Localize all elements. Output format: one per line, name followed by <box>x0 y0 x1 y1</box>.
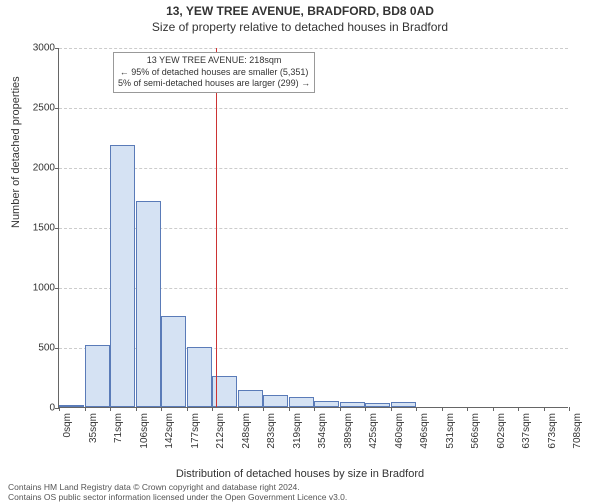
gridline-h <box>59 108 568 109</box>
x-tick-label: 35sqm <box>88 413 99 443</box>
x-tick-label: 673sqm <box>547 413 558 449</box>
x-tick-label: 708sqm <box>572 413 583 449</box>
histogram-bar <box>187 347 212 407</box>
y-tick-mark <box>55 288 59 289</box>
x-tick-label: 354sqm <box>317 413 328 449</box>
page-subtitle: Size of property relative to detached ho… <box>0 20 600 34</box>
footer-credits: Contains HM Land Registry data © Crown c… <box>8 482 592 502</box>
x-tick-mark <box>85 407 86 411</box>
x-tick-mark <box>544 407 545 411</box>
histogram-bar <box>85 345 110 407</box>
histogram-bar <box>136 201 161 407</box>
histogram-bar <box>110 145 135 407</box>
y-tick-label: 2000 <box>33 163 55 174</box>
x-tick-label: 531sqm <box>445 413 456 449</box>
x-tick-mark <box>187 407 188 411</box>
y-axis-label: Number of detached properties <box>10 76 22 228</box>
gridline-h <box>59 48 568 49</box>
x-tick-mark <box>289 407 290 411</box>
histogram-bar <box>340 402 365 407</box>
x-tick-mark <box>467 407 468 411</box>
footer-line1: Contains HM Land Registry data © Crown c… <box>8 482 592 492</box>
x-tick-label: 0sqm <box>62 413 73 437</box>
x-tick-mark <box>442 407 443 411</box>
y-tick-label: 0 <box>49 403 55 414</box>
histogram-bar <box>314 401 339 407</box>
x-tick-mark <box>391 407 392 411</box>
x-tick-label: 425sqm <box>368 413 379 449</box>
histogram-bar <box>289 397 314 407</box>
marker-line <box>216 48 217 407</box>
x-tick-mark <box>569 407 570 411</box>
annotation-line3: 5% of semi-detached houses are larger (2… <box>118 78 310 90</box>
x-tick-label: 637sqm <box>521 413 532 449</box>
x-tick-mark <box>416 407 417 411</box>
gridline-h <box>59 168 568 169</box>
y-tick-label: 2500 <box>33 103 55 114</box>
x-tick-mark <box>518 407 519 411</box>
x-tick-label: 248sqm <box>241 413 252 449</box>
x-tick-label: 566sqm <box>470 413 481 449</box>
x-tick-mark <box>136 407 137 411</box>
x-tick-label: 496sqm <box>419 413 430 449</box>
x-tick-mark <box>365 407 366 411</box>
x-tick-mark <box>238 407 239 411</box>
x-tick-label: 389sqm <box>343 413 354 449</box>
histogram-bar <box>391 402 416 407</box>
annotation-box: 13 YEW TREE AVENUE: 218sqm ← 95% of deta… <box>113 52 315 93</box>
y-tick-label: 1000 <box>33 283 55 294</box>
x-axis-label: Distribution of detached houses by size … <box>0 468 600 480</box>
annotation-line1: 13 YEW TREE AVENUE: 218sqm <box>118 55 310 67</box>
x-tick-label: 142sqm <box>164 413 175 449</box>
page-title-address: 13, YEW TREE AVENUE, BRADFORD, BD8 0AD <box>0 4 600 18</box>
x-tick-label: 283sqm <box>266 413 277 449</box>
y-tick-mark <box>55 168 59 169</box>
x-tick-label: 177sqm <box>190 413 201 449</box>
x-tick-label: 71sqm <box>113 413 124 443</box>
x-tick-label: 460sqm <box>394 413 405 449</box>
histogram-bar <box>365 403 390 407</box>
histogram-bar <box>161 316 186 407</box>
x-tick-mark <box>110 407 111 411</box>
y-tick-label: 3000 <box>33 43 55 54</box>
y-tick-mark <box>55 228 59 229</box>
x-tick-mark <box>314 407 315 411</box>
x-tick-mark <box>263 407 264 411</box>
x-tick-label: 212sqm <box>215 413 226 449</box>
chart-area: 0500100015002000250030000sqm35sqm71sqm10… <box>58 48 568 408</box>
footer-line2: Contains OS public sector information li… <box>8 492 592 502</box>
x-tick-label: 319sqm <box>292 413 303 449</box>
x-tick-mark <box>59 407 60 411</box>
plot-area: 0500100015002000250030000sqm35sqm71sqm10… <box>58 48 568 408</box>
x-tick-mark <box>212 407 213 411</box>
histogram-bar <box>263 395 288 407</box>
y-tick-label: 1500 <box>33 223 55 234</box>
x-tick-label: 106sqm <box>139 413 150 449</box>
x-tick-mark <box>161 407 162 411</box>
x-tick-label: 602sqm <box>496 413 507 449</box>
y-tick-label: 500 <box>38 343 55 354</box>
x-tick-mark <box>340 407 341 411</box>
y-tick-mark <box>55 348 59 349</box>
annotation-line2: ← 95% of detached houses are smaller (5,… <box>118 67 310 79</box>
x-tick-mark <box>493 407 494 411</box>
histogram-bar <box>59 405 84 407</box>
histogram-bar <box>238 390 263 407</box>
y-tick-mark <box>55 48 59 49</box>
y-tick-mark <box>55 108 59 109</box>
